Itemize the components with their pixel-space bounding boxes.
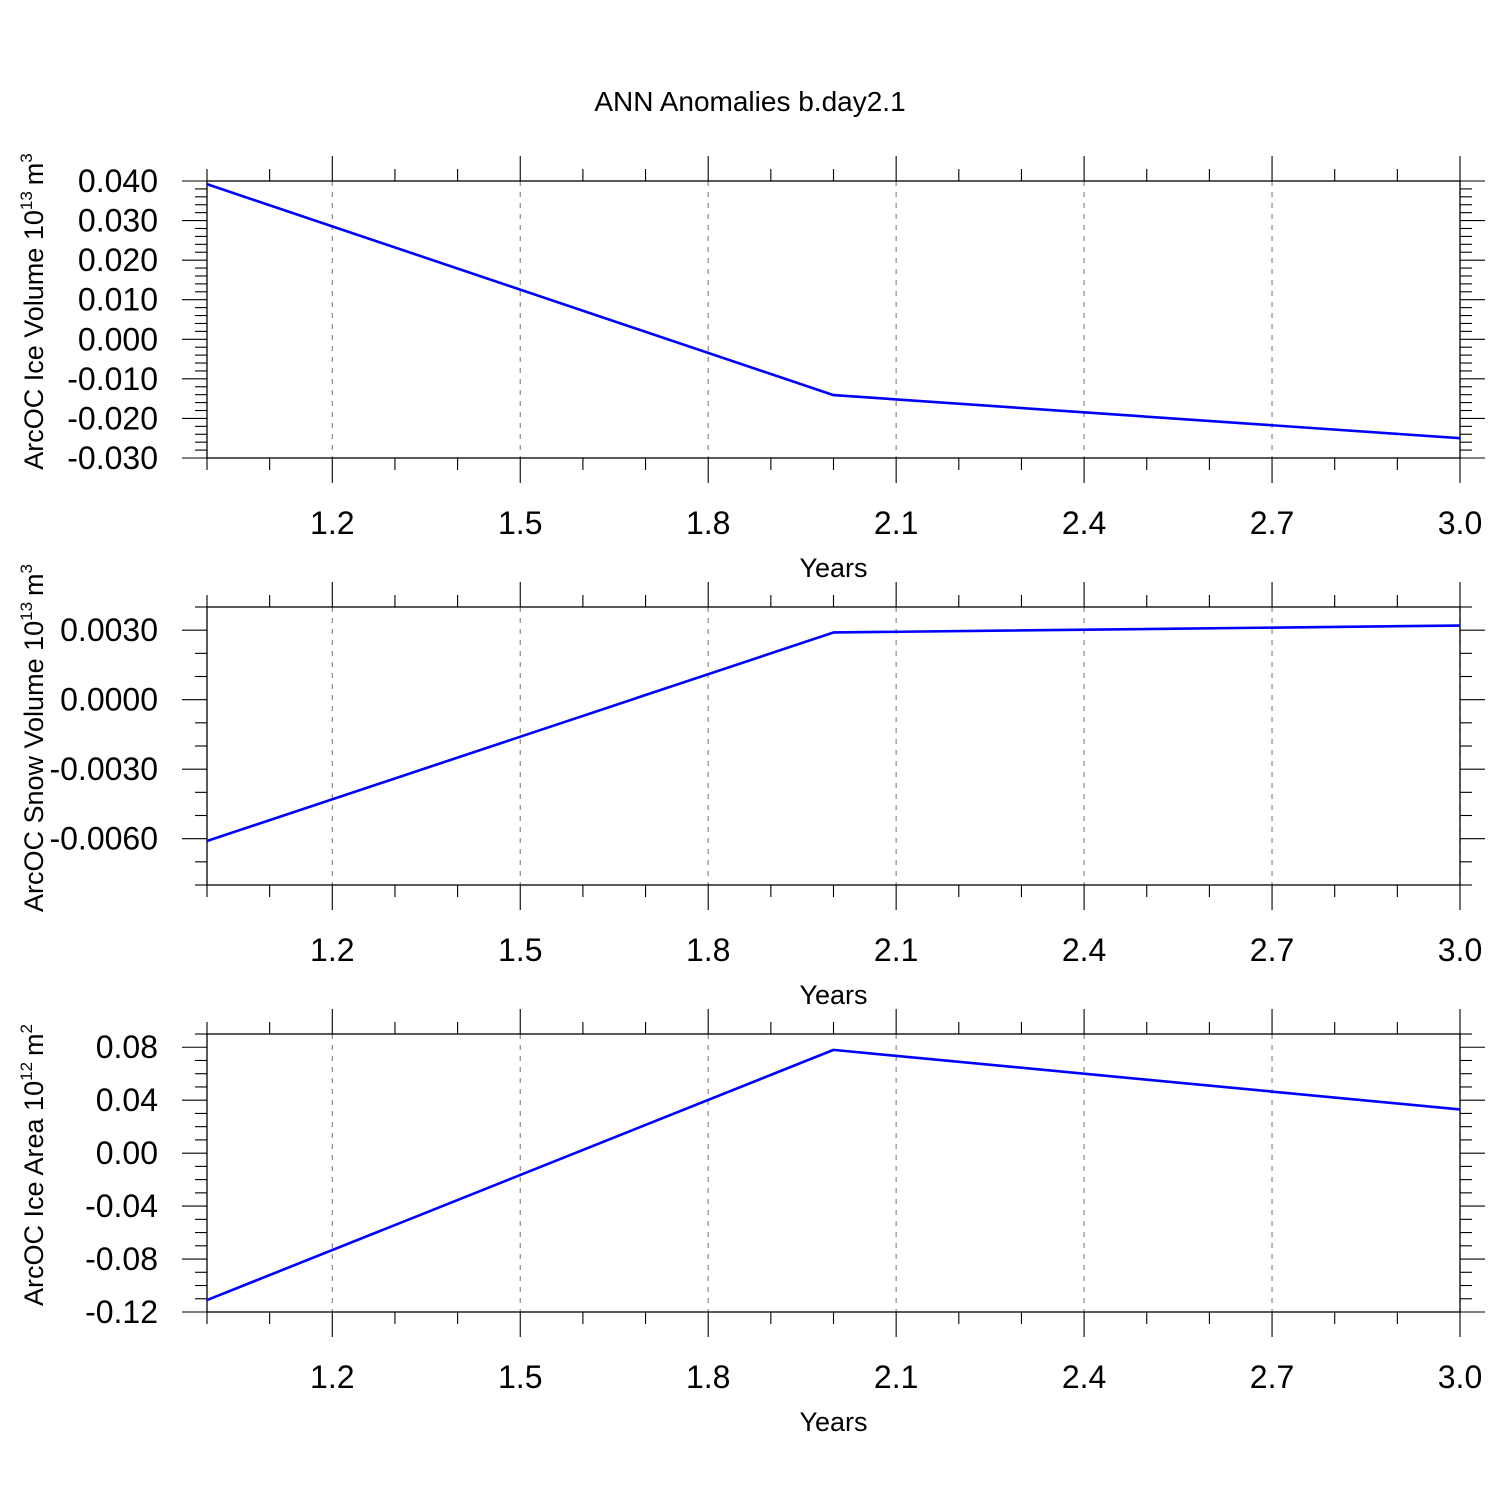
y-axis-unit-exp: 12 <box>17 1062 36 1081</box>
y-tick-label: 0.08 <box>96 1029 158 1065</box>
y-tick-label: -0.08 <box>85 1241 158 1277</box>
x-axis-title: Years <box>799 1407 867 1437</box>
y-tick-label: 0.000 <box>78 321 158 357</box>
x-tick-label: 2.4 <box>1062 1359 1106 1395</box>
y-axis-unit-dim: m <box>19 1033 49 1056</box>
y-tick-label: 0.020 <box>78 242 158 278</box>
x-tick-label: 1.5 <box>498 932 542 968</box>
x-tick-label: 2.7 <box>1250 1359 1294 1395</box>
y-axis-unit-dim-exp: 2 <box>17 1024 36 1033</box>
x-tick-label: 2.4 <box>1062 505 1106 541</box>
y-axis-title: ArcOC Ice Area 1012 m2 <box>17 1024 49 1306</box>
x-tick-label: 1.2 <box>310 505 354 541</box>
series-line <box>206 182 1461 440</box>
y-axis-unit-exp: 13 <box>17 191 36 210</box>
panel-snow-volume: 1.2 1.5 1.8 2.1 2.4 2.7 3.0 0.0030 0.0000 -0.0030… <box>17 564 1485 1010</box>
y-axis-unit-dim: m <box>19 163 49 186</box>
y-tick-label: -0.0060 <box>49 821 158 857</box>
y-axis-title: ArcOC Snow Volume 1013 m3 <box>17 564 49 912</box>
y-axis-unit-dim-exp: 3 <box>17 564 36 573</box>
series-line <box>206 624 1461 843</box>
plot-frame <box>206 1033 1461 1313</box>
series-line <box>206 1048 1461 1302</box>
y-axis-unit-dim-exp: 3 <box>17 153 36 162</box>
x-tick-label: 2.4 <box>1062 932 1106 968</box>
x-tick-label: 1.8 <box>686 1359 730 1395</box>
y-tick-label: -0.010 <box>67 361 158 397</box>
x-tick-label: 2.1 <box>874 1359 918 1395</box>
x-tick-label: 1.2 <box>310 1359 354 1395</box>
y-tick-label: 0.0030 <box>60 612 158 648</box>
y-axis-title: ArcOC Ice Volume 1013 m3 <box>17 153 49 470</box>
x-tick-label: 1.8 <box>686 932 730 968</box>
y-tick-label: 0.00 <box>96 1135 158 1171</box>
y-axis-title-text: ArcOC Ice Area <box>19 1111 49 1306</box>
x-tick-label: 3.0 <box>1438 932 1482 968</box>
y-axis-title-text: ArcOC Ice Volume <box>19 240 49 470</box>
y-tick-label: -0.04 <box>85 1188 158 1224</box>
page-title: ANN Anomalies b.day2.1 <box>594 86 906 117</box>
x-axis-title: Years <box>799 553 867 583</box>
x-tick-label: 2.1 <box>874 505 918 541</box>
y-tick-label: 0.0000 <box>60 682 158 718</box>
y-tick-label: 0.040 <box>78 163 158 199</box>
x-tick-label: 2.7 <box>1250 505 1294 541</box>
x-tick-label: 2.7 <box>1250 932 1294 968</box>
x-tick-label: 1.2 <box>310 932 354 968</box>
plot-frame <box>206 606 1461 886</box>
y-axis-unit-base: 10 <box>19 210 49 240</box>
panel-ice-area: 1.2 1.5 1.8 2.1 2.4 2.7 3.0 0.08 0.04 0.00 -0.04 -0… <box>17 1009 1485 1437</box>
x-tick-label: 3.0 <box>1438 1359 1482 1395</box>
x-tick-label: 3.0 <box>1438 505 1482 541</box>
x-axis-title: Years <box>799 980 867 1010</box>
x-tick-label: 2.1 <box>874 932 918 968</box>
y-tick-label: 0.04 <box>96 1082 158 1118</box>
y-tick-label: -0.020 <box>67 400 158 436</box>
y-tick-label: -0.12 <box>85 1294 158 1330</box>
y-tick-label: -0.030 <box>67 440 158 476</box>
y-axis-unit-base: 10 <box>19 1081 49 1111</box>
y-axis-unit-exp: 13 <box>17 602 36 621</box>
x-tick-label: 1.8 <box>686 505 730 541</box>
y-tick-label: -0.0030 <box>49 751 158 787</box>
y-tick-label: 0.030 <box>78 203 158 239</box>
x-tick-label: 1.5 <box>498 505 542 541</box>
y-axis-unit-dim: m <box>19 573 49 596</box>
y-tick-label: 0.010 <box>78 282 158 318</box>
y-axis-title-text: ArcOC Snow Volume <box>19 651 49 912</box>
x-tick-label: 1.5 <box>498 1359 542 1395</box>
y-axis-unit-base: 10 <box>19 621 49 651</box>
